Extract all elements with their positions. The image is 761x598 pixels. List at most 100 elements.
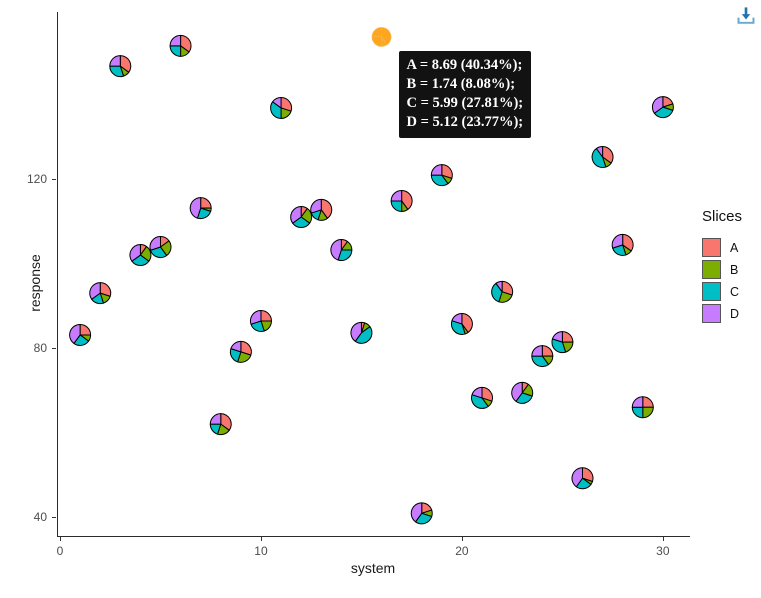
- pie-slice-d: [651, 96, 664, 114]
- pie-slice-a: [561, 331, 574, 343]
- pie-slice-d: [631, 396, 644, 408]
- pie-point[interactable]: [209, 413, 232, 436]
- pie-point[interactable]: [149, 236, 172, 258]
- pie-slice-d: [230, 340, 242, 353]
- pie-slice-a: [320, 198, 333, 219]
- pie-slice-d: [531, 345, 543, 357]
- pie-point[interactable]: [350, 321, 373, 344]
- y-axis-title: response: [26, 254, 43, 312]
- pie-slice-d: [69, 323, 81, 344]
- pie-slice-c: [169, 45, 182, 57]
- pie-point[interactable]: [651, 96, 674, 119]
- x-axis-title: system: [350, 560, 396, 576]
- y-tick-label: 40: [33, 510, 47, 525]
- y-tick-label: 120: [26, 171, 47, 186]
- x-tick-label: 20: [455, 544, 469, 558]
- pie-slice-a: [642, 396, 654, 408]
- pie-point[interactable]: [189, 197, 212, 220]
- pie-slice-d: [495, 280, 503, 293]
- pie-slice-d: [109, 55, 121, 67]
- pie-slice-d: [330, 238, 342, 261]
- legend-title: Slices: [702, 208, 743, 225]
- pie-point[interactable]: [430, 164, 453, 187]
- pie-point[interactable]: [571, 467, 594, 490]
- pie-slice-d: [430, 164, 443, 176]
- pie-slice-c: [390, 200, 403, 212]
- pie-slice-c: [471, 394, 489, 409]
- pie-point[interactable]: [531, 345, 554, 368]
- pie-slice-d: [129, 244, 141, 262]
- pie-point[interactable]: [169, 34, 192, 57]
- pie-slice-d: [89, 282, 101, 300]
- pie-slice-d: [310, 198, 322, 214]
- pie-slice-a: [381, 27, 392, 46]
- pie-slice-a: [401, 189, 413, 210]
- legend-label-c: C: [730, 284, 740, 299]
- download-icon: [737, 6, 755, 24]
- pie-point[interactable]: [69, 323, 92, 346]
- x-tick-label: 10: [254, 544, 268, 558]
- pie-slice-d: [451, 312, 463, 325]
- pie-point[interactable]: [270, 96, 293, 119]
- legend-item-b: B: [702, 260, 742, 279]
- pie-slice-d: [410, 502, 423, 523]
- pie-point[interactable]: [471, 386, 493, 409]
- pie-point[interactable]: [631, 396, 654, 419]
- legend-swatch-a: [702, 238, 721, 257]
- legend-swatch-c: [702, 282, 721, 301]
- pie-slice-d: [290, 206, 302, 224]
- plot-panel: [57, 12, 690, 537]
- x-tick-mark: [662, 537, 664, 541]
- pie-point[interactable]: [229, 340, 252, 363]
- legend-item-d: D: [702, 304, 742, 323]
- pie-slice-b: [642, 406, 654, 419]
- pie-slice-c: [354, 326, 373, 344]
- pie-slice-a: [79, 323, 92, 336]
- legend-item-c: C: [702, 282, 742, 301]
- legend-label-a: A: [730, 240, 739, 255]
- pie-point[interactable]: [290, 206, 313, 229]
- pie-point[interactable]: [450, 312, 473, 335]
- pie-point[interactable]: [390, 189, 413, 212]
- x-tick-mark: [461, 537, 463, 541]
- pie-slice-d: [571, 467, 583, 488]
- pie-point-highlighted[interactable]: [371, 27, 392, 47]
- x-tick-label: 30: [656, 544, 670, 558]
- pie-point[interactable]: [310, 198, 333, 221]
- pie-slice-a: [260, 310, 272, 322]
- legend-swatch-d: [702, 304, 721, 323]
- legend: Slices A B C D: [702, 208, 742, 326]
- pie-point[interactable]: [410, 502, 433, 525]
- legend-label-b: B: [730, 262, 739, 277]
- pie-slice-c: [631, 406, 644, 419]
- pie-point[interactable]: [591, 145, 614, 168]
- y-tick-mark: [52, 178, 56, 180]
- pie-slice-d: [551, 331, 563, 343]
- download-plot-button[interactable]: [733, 4, 759, 30]
- pie-slice-d: [611, 233, 624, 249]
- pie-point[interactable]: [491, 280, 514, 303]
- y-tick-label: 80: [33, 341, 47, 356]
- pie-slice-a: [200, 197, 212, 209]
- pie-point[interactable]: [250, 310, 272, 332]
- tooltip-line-a: A = 8.69 (40.34%);: [406, 56, 523, 73]
- pie-point[interactable]: [551, 331, 574, 354]
- legend-item-a: A: [702, 238, 742, 257]
- legend-swatch-b: [702, 260, 721, 279]
- legend-label-d: D: [730, 306, 740, 321]
- pie-point[interactable]: [129, 244, 152, 267]
- pie-slice-d: [390, 189, 403, 202]
- pie-slice-d: [511, 381, 523, 402]
- pie-point[interactable]: [89, 282, 112, 305]
- pie-point[interactable]: [330, 238, 353, 261]
- x-tick-mark: [60, 537, 61, 541]
- pie-slice-d: [250, 310, 262, 325]
- tooltip-line-c: C = 5.99 (27.81%);: [406, 94, 524, 111]
- pie-point[interactable]: [611, 233, 634, 256]
- pie-point[interactable]: [511, 381, 534, 404]
- tooltip-line-d: D = 5.12 (23.77%);: [406, 113, 524, 130]
- pie-slice-c: [371, 35, 383, 47]
- pie-point[interactable]: [109, 55, 132, 78]
